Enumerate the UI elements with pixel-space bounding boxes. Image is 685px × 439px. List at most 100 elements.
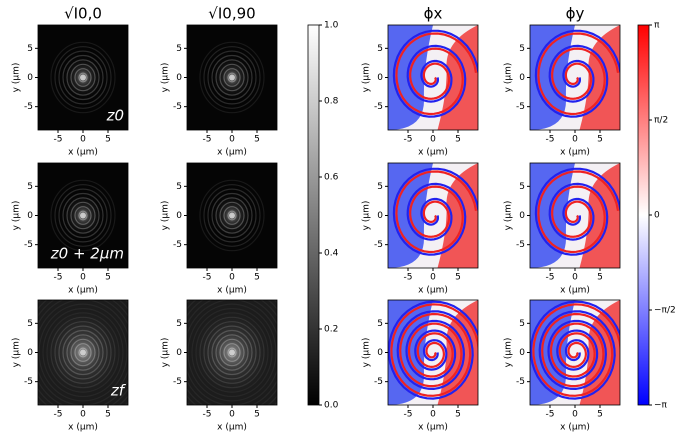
y-axis-label: y (µm) — [161, 63, 171, 93]
y-tick-label: 5 — [519, 182, 525, 192]
x-tick-label: -5 — [546, 410, 555, 420]
x-tick-label: 5 — [254, 135, 260, 145]
intensity-ring — [62, 54, 104, 101]
x-tick-label: 0 — [80, 273, 86, 283]
intensity-ring — [219, 338, 245, 367]
x-tick-label: 5 — [254, 410, 260, 420]
y-axis-label: y (µm) — [504, 201, 514, 231]
intensity-core — [229, 349, 235, 356]
x-tick-label: -5 — [546, 135, 555, 145]
intensity-ring — [195, 312, 269, 393]
image-panel — [38, 25, 128, 130]
y-axis-label: y (µm) — [12, 63, 22, 93]
x-tick-label: -5 — [54, 410, 63, 420]
phase-spiral — [537, 170, 620, 254]
image-panel — [388, 163, 478, 268]
intensity-ring — [207, 325, 257, 380]
intensity-core — [229, 212, 235, 219]
intensity-core — [80, 212, 86, 219]
panel-annotation: zf — [110, 382, 127, 400]
y-tick-label: 0 — [176, 73, 182, 83]
x-tick-label: 0 — [229, 135, 235, 145]
y-tick-label: -5 — [374, 102, 383, 112]
y-axis-label: y (µm) — [504, 338, 514, 368]
x-tick-label: 5 — [597, 135, 603, 145]
x-axis-label: x (µm) — [217, 286, 247, 296]
intensity-ring — [207, 188, 257, 243]
intensity-ring — [66, 334, 100, 371]
x-tick-label: -5 — [404, 273, 413, 283]
x-axis-label: x (µm) — [560, 148, 590, 158]
y-tick-label: 0 — [27, 348, 33, 358]
x-tick-label: 5 — [105, 135, 111, 145]
x-tick-label: -5 — [404, 410, 413, 420]
x-tick-label: -5 — [546, 273, 555, 283]
image-panel — [530, 163, 620, 268]
y-tick-label: 0 — [27, 211, 33, 221]
y-tick-label: -5 — [24, 102, 33, 112]
image-panel — [187, 163, 277, 268]
x-tick-label: -5 — [203, 273, 212, 283]
intensity-ring — [58, 325, 108, 380]
x-tick-label: 0 — [80, 135, 86, 145]
intensity-ring — [219, 201, 245, 230]
intensity-core — [229, 74, 235, 81]
intensity-ring — [58, 188, 108, 243]
phase-region — [579, 300, 620, 405]
intensity-ring — [199, 41, 265, 114]
colorbar-tick-label: π — [654, 21, 660, 31]
intensity-ring — [62, 192, 104, 239]
intensity-ring — [223, 68, 241, 87]
intensity-ring — [50, 179, 116, 252]
image-panel — [530, 25, 620, 130]
x-tick-label: -5 — [54, 273, 63, 283]
intensity-ring — [54, 321, 112, 384]
x-tick-label: -5 — [404, 135, 413, 145]
intensity-ring — [74, 68, 92, 87]
y-tick-label: 5 — [176, 182, 182, 192]
intensity-core — [80, 74, 86, 81]
y-axis-label: y (µm) — [12, 201, 22, 231]
intensity-ring — [211, 192, 253, 239]
intensity-ring — [199, 316, 265, 389]
y-tick-label: 5 — [27, 44, 33, 54]
intensity-ring — [223, 343, 241, 362]
y-tick-label: 5 — [519, 44, 525, 54]
colorbar — [307, 24, 320, 406]
colorbar-tick-label: 0.6 — [324, 173, 339, 183]
x-axis-label: x (µm) — [217, 423, 247, 433]
x-axis-label: x (µm) — [68, 423, 98, 433]
intensity-ring — [203, 321, 261, 384]
intensity-ring — [70, 63, 96, 92]
x-tick-label: -5 — [203, 410, 212, 420]
intensity-core — [80, 349, 86, 356]
y-tick-label: 0 — [377, 348, 383, 358]
intensity-ring — [54, 184, 112, 247]
x-axis-label: x (µm) — [418, 148, 448, 158]
intensity-ring — [58, 50, 108, 105]
panel-annotation: z0 + 2µm — [50, 245, 124, 263]
y-tick-label: -5 — [374, 240, 383, 250]
intensity-ring — [38, 303, 128, 402]
x-tick-label: 0 — [572, 135, 578, 145]
x-tick-label: 5 — [455, 135, 461, 145]
intensity-ring — [219, 63, 245, 92]
x-tick-label: 5 — [105, 273, 111, 283]
y-tick-label: 5 — [27, 182, 33, 192]
x-tick-label: 0 — [229, 273, 235, 283]
image-panel — [187, 300, 277, 405]
y-axis-label: y (µm) — [161, 338, 171, 368]
phase-spiral — [395, 32, 478, 116]
y-tick-label: 5 — [377, 319, 383, 329]
intensity-ring — [78, 72, 88, 83]
intensity-ring — [50, 316, 116, 389]
y-tick-label: -5 — [24, 240, 33, 250]
phase-spiral — [392, 29, 478, 118]
intensity-ring — [211, 329, 253, 376]
y-tick-label: 0 — [519, 73, 525, 83]
phase-spiral — [534, 29, 620, 118]
intensity-ring — [46, 312, 120, 393]
intensity-ring — [50, 41, 116, 114]
phase-spiral — [395, 170, 478, 254]
